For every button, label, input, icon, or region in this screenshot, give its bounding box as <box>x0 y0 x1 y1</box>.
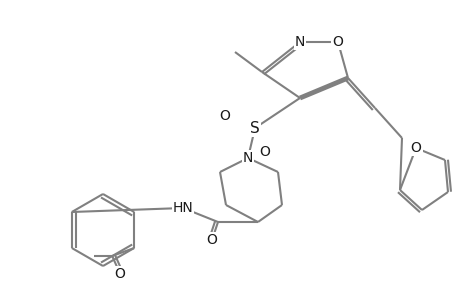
Text: S: S <box>250 121 259 136</box>
Text: N: N <box>242 151 252 165</box>
Text: O: O <box>219 109 230 123</box>
Text: O: O <box>114 267 125 281</box>
Text: O: O <box>332 35 343 49</box>
Text: O: O <box>206 233 217 247</box>
Text: O: O <box>410 141 420 155</box>
Text: N: N <box>294 35 304 49</box>
Text: HN: HN <box>172 201 193 215</box>
Text: O: O <box>259 145 270 159</box>
